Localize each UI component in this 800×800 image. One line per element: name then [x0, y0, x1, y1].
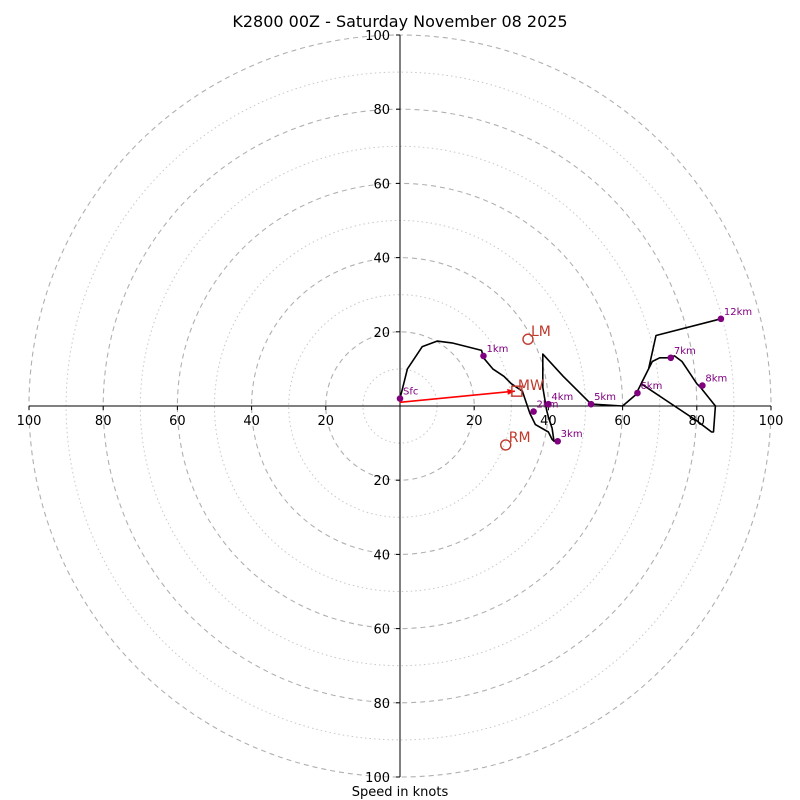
- mean-wind-label: MW: [518, 378, 544, 394]
- height-label: 12km: [724, 307, 752, 318]
- height-label: 1km: [486, 344, 508, 355]
- x-tick-label: 60: [169, 414, 186, 429]
- height-markers: Sfc1km2km3km4km5km6km7km8km12km: [396, 307, 752, 445]
- y-tick-label: 80: [373, 103, 390, 118]
- height-label: 5km: [594, 392, 616, 403]
- height-label: 3km: [561, 429, 583, 440]
- x-tick-label: 100: [759, 414, 784, 429]
- height-point: [396, 395, 404, 402]
- height-label: 8km: [705, 374, 727, 385]
- left-mover-marker: [522, 333, 534, 345]
- y-tick-label: 20: [373, 474, 390, 489]
- height-point: [699, 382, 706, 389]
- height-point: [587, 400, 595, 408]
- height-label: 7km: [674, 346, 696, 357]
- y-tick-label: 40: [373, 548, 390, 563]
- mean-wind-vector: [399, 390, 515, 404]
- x-tick-label: 40: [540, 414, 557, 429]
- hodograph-trace: [399, 318, 722, 443]
- height-point: [545, 400, 552, 408]
- right-mover-label: RM: [509, 430, 531, 446]
- height-point: [530, 408, 537, 415]
- x-tick-label: 60: [614, 414, 631, 429]
- y-tick-label: 20: [373, 326, 390, 341]
- x-tick-label: 100: [17, 414, 42, 429]
- x-tick-label: 80: [95, 414, 112, 429]
- mean-wind-arrowhead: [507, 388, 515, 395]
- hodograph-trace-layer: [399, 318, 722, 443]
- height-point: [717, 315, 725, 323]
- height-label: 6km: [640, 381, 662, 392]
- height-label: Sfc: [403, 387, 418, 398]
- x-tick-label: 40: [243, 414, 260, 429]
- y-tick-label: 100: [365, 29, 390, 44]
- height-point: [667, 354, 675, 362]
- height-point: [480, 352, 487, 360]
- height-point: [554, 437, 561, 445]
- height-label: 4km: [551, 392, 573, 403]
- x-tick-label: 20: [318, 414, 335, 429]
- y-tick-label: 60: [373, 623, 390, 638]
- y-tick-label: 40: [373, 252, 390, 267]
- y-tick-label: 60: [373, 177, 390, 192]
- x-tick-label: 20: [466, 414, 483, 429]
- axes: [28, 34, 772, 778]
- storm-motion-markers: LM RM MW: [399, 324, 551, 451]
- chart-title: K2800 00Z - Saturday November 08 2025: [232, 12, 567, 31]
- y-tick-label: 100: [365, 771, 390, 786]
- left-mover-label: LM: [531, 324, 551, 340]
- mean-wind-marker: [511, 385, 523, 397]
- height-point: [634, 389, 641, 397]
- y-tick-label: 80: [373, 697, 390, 712]
- right-mover-marker: [500, 439, 512, 451]
- x-axis-label: Speed in knots: [352, 785, 449, 800]
